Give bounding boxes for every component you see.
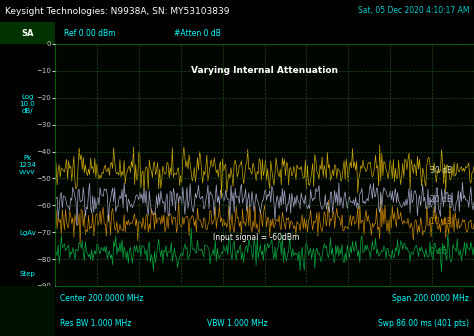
Bar bbox=[0, 286, 55, 336]
Text: Keysight Technologies: N9938A, SN: MY53103839: Keysight Technologies: N9938A, SN: MY531… bbox=[5, 6, 229, 15]
Bar bbox=[0, 22, 55, 44]
Text: Step: Step bbox=[19, 271, 36, 277]
Text: Input signal = -60dBm: Input signal = -60dBm bbox=[213, 233, 299, 242]
Text: Res BW 1.000 MHz: Res BW 1.000 MHz bbox=[60, 319, 131, 328]
Text: Swp 86.00 ms (401 pts): Swp 86.00 ms (401 pts) bbox=[378, 319, 469, 328]
Text: LgAv: LgAv bbox=[19, 230, 36, 236]
Text: 0 db: 0 db bbox=[430, 247, 447, 256]
Text: VBW 1.000 MHz: VBW 1.000 MHz bbox=[207, 319, 267, 328]
Text: Center 200.0000 MHz: Center 200.0000 MHz bbox=[60, 294, 143, 303]
Text: Sat, 05 Dec 2020 4:10:17 AM: Sat, 05 Dec 2020 4:10:17 AM bbox=[358, 6, 469, 15]
Text: 30 dB: 30 dB bbox=[430, 166, 452, 175]
Text: Log
10.0
dB/: Log 10.0 dB/ bbox=[19, 94, 36, 115]
Text: Ref 0.00 dBm: Ref 0.00 dBm bbox=[64, 29, 116, 38]
Text: 20 dB: 20 dB bbox=[430, 196, 452, 204]
Text: Pk
1234
vvvv: Pk 1234 vvvv bbox=[18, 155, 36, 175]
Text: Span 200.0000 MHz: Span 200.0000 MHz bbox=[392, 294, 469, 303]
Text: #Atten 0 dB: #Atten 0 dB bbox=[173, 29, 220, 38]
Text: SA: SA bbox=[21, 29, 34, 38]
Text: Varying Internal Attenuation: Varying Internal Attenuation bbox=[191, 66, 338, 75]
Text: 10 dB: 10 dB bbox=[430, 217, 452, 226]
